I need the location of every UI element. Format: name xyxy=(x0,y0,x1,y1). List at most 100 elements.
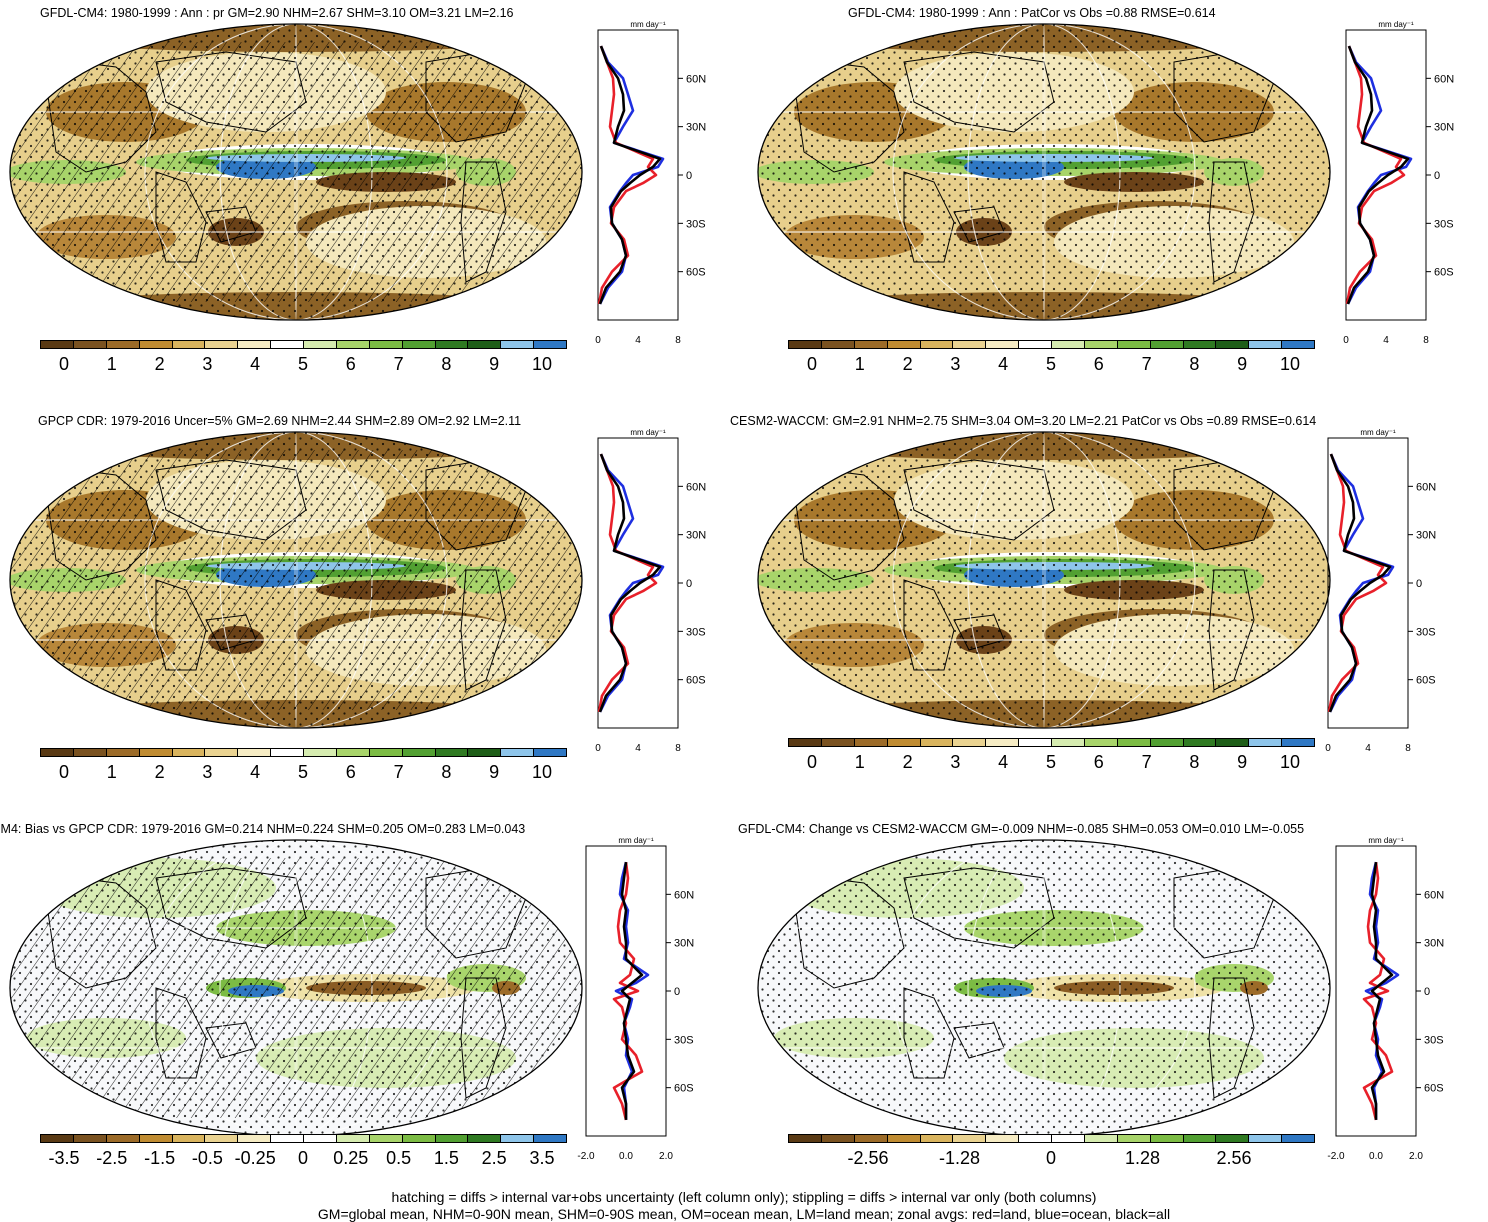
colorbar-swatch xyxy=(788,1134,822,1143)
panel-title: GFDL-CM4: 1980-1999 : Ann : PatCor vs Ob… xyxy=(848,6,1216,20)
colorbar-swatch xyxy=(1018,340,1052,349)
colorbar-swatch xyxy=(1116,1134,1151,1143)
colorbar-swatch xyxy=(204,340,239,349)
all-mean-line xyxy=(1346,45,1410,305)
world-map xyxy=(757,431,1331,729)
colorbar-tick-label: 4 xyxy=(250,762,261,782)
colorbar-swatch xyxy=(434,1134,469,1143)
zonal-units-label: mm day⁻¹ xyxy=(1368,836,1404,845)
colorbar-tick-label: 0 xyxy=(806,752,818,772)
colorbar-tick-label: 7 xyxy=(393,762,404,782)
colorbar-tick-label: 3 xyxy=(950,752,961,772)
colorbar-swatch xyxy=(533,1134,567,1143)
colorbar-tick-label: 4 xyxy=(998,752,1009,772)
colorbar-tick-label: -1.28 xyxy=(938,1148,981,1168)
colorbar-tick-label: 1 xyxy=(106,354,117,374)
colorbar: 0 1 2 3 4 5 6 7 8 9 10 xyxy=(40,340,567,388)
colorbar-swatch xyxy=(1281,340,1315,349)
zonal-lat-label: 60S xyxy=(1424,1083,1444,1095)
colorbar-tick-label: 3 xyxy=(950,354,961,374)
panel-change: GFDL-CM4: Change vs CESM2-WACCM GM=-0.00… xyxy=(738,816,1488,1216)
colorbar-swatch xyxy=(1248,340,1283,349)
zonal-mean-plot: mm day⁻¹ 60N 30N 0 30S 60S xyxy=(1345,20,1454,321)
stippling-overlay xyxy=(10,432,582,728)
map-border xyxy=(757,23,1331,321)
colorbar-swatch xyxy=(919,340,954,349)
zonal-lat-label: 30S xyxy=(686,626,706,638)
colorbar-swatch xyxy=(886,340,921,349)
zonal-x-tick-label: 2.0 xyxy=(659,1151,673,1162)
colorbar-tick-label: 6 xyxy=(345,354,356,374)
colorbar-tick-label: 8 xyxy=(1189,354,1200,374)
zonal-x-tick-label: 0.0 xyxy=(619,1151,633,1162)
colorbar-swatch xyxy=(40,340,74,349)
colorbar-swatch xyxy=(853,340,888,349)
colorbar-swatch xyxy=(853,1134,888,1143)
land-mean-line xyxy=(1327,453,1388,713)
world-map xyxy=(9,839,583,1137)
zonal-lat-label: 30S xyxy=(1424,1034,1444,1046)
zonal-lat-label: 60S xyxy=(686,267,706,279)
zonal-mean-plot: mm day⁻¹ 60N 30N 0 30S 60S xyxy=(1335,836,1444,1137)
colorbar-swatch xyxy=(105,340,140,349)
colorbar-tick-label: -3.5 xyxy=(48,1148,80,1168)
colorbar-swatch xyxy=(985,1134,1020,1143)
colorbar-swatch xyxy=(138,1134,173,1143)
panel-bias: GFDL-CM4: Bias vs GPCP CDR: 1979-2016 GM… xyxy=(0,816,744,1216)
zonal-units-label: mm day⁻¹ xyxy=(630,20,666,29)
colorbar-swatch xyxy=(1182,738,1217,747)
colorbar-tick-label: 2.5 xyxy=(481,1148,507,1168)
colorbar-swatch xyxy=(886,1134,921,1143)
colorbar-swatch xyxy=(500,748,535,757)
colorbar-swatch xyxy=(335,340,370,349)
zonal-x-tick-label: 0 xyxy=(1343,335,1349,346)
zonal-lat-label: 30N xyxy=(1424,938,1444,950)
colorbar-swatch xyxy=(434,340,469,349)
colorbar-swatch xyxy=(237,1134,272,1143)
zonal-lat-label: 0 xyxy=(686,578,692,590)
colorbar-tick-label: 6 xyxy=(1093,752,1104,772)
colorbar-tick-label: 8 xyxy=(1189,752,1200,772)
colorbar-swatch xyxy=(1083,340,1118,349)
colorbar-swatch xyxy=(533,340,567,349)
colorbar: 0 1 2 3 4 5 6 7 8 9 10 xyxy=(788,340,1315,388)
colorbar-swatch xyxy=(788,340,822,349)
colorbar-swatch xyxy=(500,1134,535,1143)
zonal-x-tick-label: -2.0 xyxy=(1327,1151,1345,1162)
ocean-mean-line xyxy=(1364,861,1400,1120)
zonal-lat-label: 30N xyxy=(674,938,694,950)
land-mean-line xyxy=(1362,861,1394,1121)
footer-line-2: GM=global mean, NHM=0-90N mean, SHM=0-90… xyxy=(317,1206,1171,1222)
zonal-x-tick-label: 0 xyxy=(595,335,601,346)
colorbar-swatch xyxy=(1116,340,1151,349)
zonal-x-tick-label: 0 xyxy=(1325,743,1331,754)
zonal-lat-label: 30S xyxy=(1434,218,1454,230)
stippling-overlay xyxy=(758,24,1330,320)
colorbar-swatch xyxy=(335,748,370,757)
colorbar-swatch xyxy=(171,748,206,757)
colorbar-swatch xyxy=(368,748,403,757)
colorbar-tick-label: 6 xyxy=(345,762,356,782)
colorbar-swatch xyxy=(886,738,921,747)
colorbar-tick-label: 6 xyxy=(1093,354,1104,374)
colorbar-swatch xyxy=(1215,1134,1250,1143)
colorbar-swatch xyxy=(303,1134,337,1143)
zonal-units-label: mm day⁻¹ xyxy=(618,836,654,845)
zonal-lat-label: 30S xyxy=(674,1034,694,1046)
colorbar-swatch xyxy=(237,748,272,757)
zonal-lat-label: 60N xyxy=(1434,73,1454,85)
colorbar-tick-label: 0 xyxy=(297,1148,309,1168)
colorbar-swatch xyxy=(335,1134,370,1143)
colorbar-swatch xyxy=(985,340,1020,349)
colorbar-tick-label: 1 xyxy=(854,752,865,772)
zonal-lat-label: 60S xyxy=(1434,267,1454,279)
colorbar-swatch xyxy=(952,1134,987,1143)
colorbar-swatch xyxy=(533,748,567,757)
colorbar-swatch xyxy=(1051,738,1085,747)
colorbar-swatch xyxy=(204,748,239,757)
colorbar-swatch xyxy=(467,748,502,757)
zonal-lat-label: 60N xyxy=(686,73,706,85)
zonal-lat-label: 0 xyxy=(674,986,680,998)
colorbar-tick-label: 10 xyxy=(531,762,553,782)
colorbar-tick-label: 2 xyxy=(154,354,165,374)
